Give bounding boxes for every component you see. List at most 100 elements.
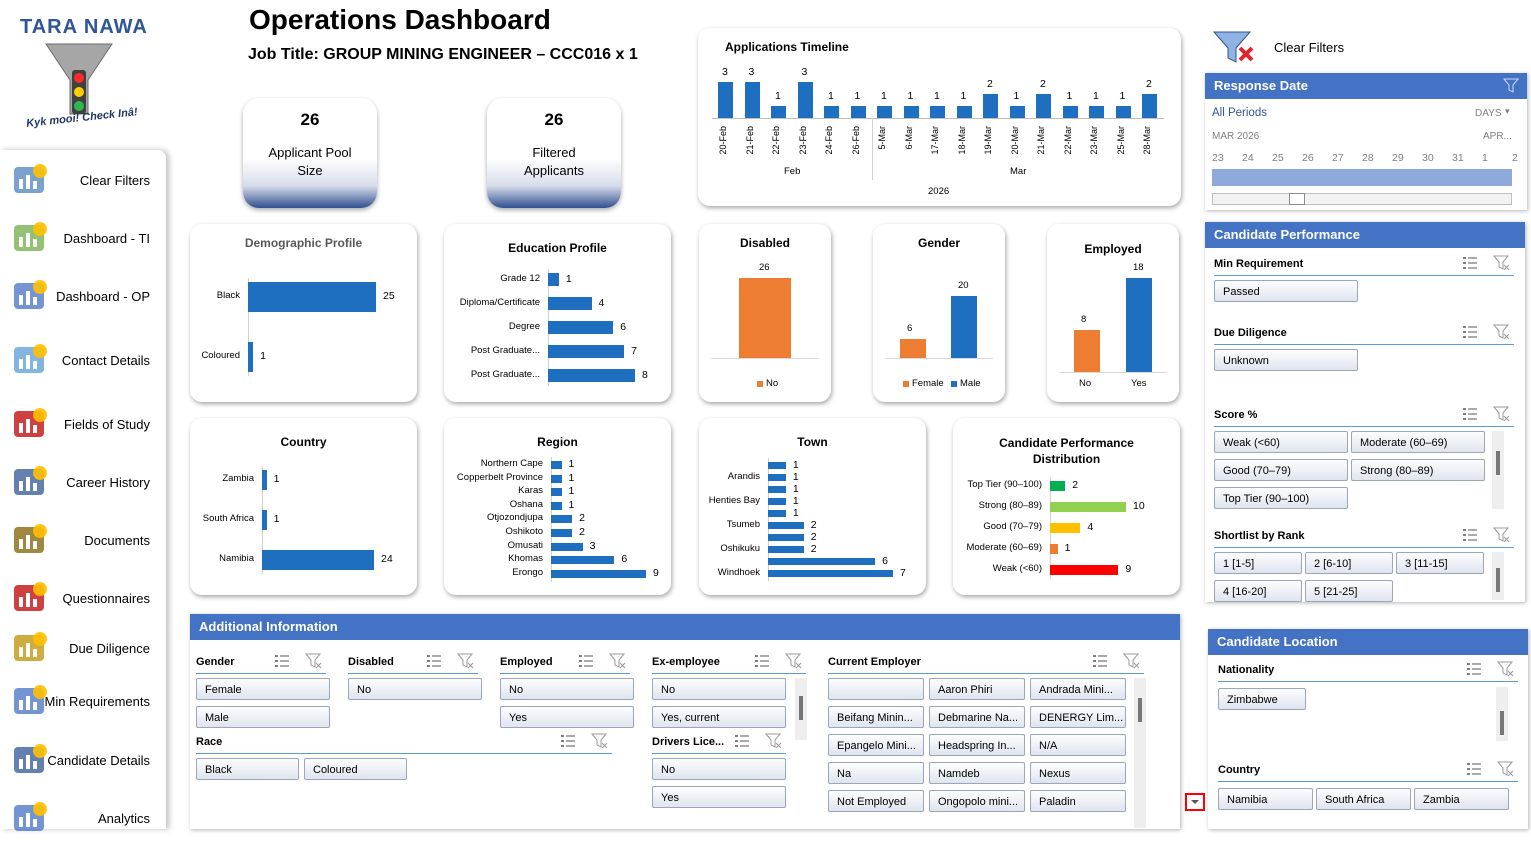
sidebar-item-documents[interactable]: Documents [0,515,166,565]
time-level-dropdown[interactable]: DAYS [1475,108,1502,119]
multi-select-icon[interactable] [426,653,442,669]
slicer-option[interactable]: Beifang Minin... [828,706,924,728]
sidebar-item-analytics[interactable]: Analytics [0,793,166,843]
sidebar-item-dashboard-op[interactable]: Dashboard - OP [0,271,166,321]
chart-title: Disabled [739,236,790,250]
scrollbar-thumb[interactable] [1500,711,1504,735]
scrollbar-thumb[interactable] [1496,451,1500,475]
clear-filter-icon[interactable] [456,653,474,669]
sidebar-item-due-diligence[interactable]: Due Diligence [0,623,166,673]
clear-filter-icon[interactable] [1502,78,1520,94]
slicer-option[interactable]: Headspring In... [929,734,1025,756]
multi-select-icon[interactable] [274,653,290,669]
timeline-band[interactable] [1212,169,1512,186]
slicer-option[interactable]: Weak (<60) [1214,431,1348,453]
slicer-option[interactable]: Andrada Mini... [1030,678,1126,700]
clear-filters-button[interactable]: Clear Filters [1210,26,1360,66]
slicer-option[interactable]: Na [828,762,924,784]
slicer-option[interactable]: Yes, current [652,706,786,728]
slicer-option[interactable]: Namibia [1218,788,1313,810]
slicer-option[interactable]: Paladin [1030,790,1126,812]
multi-select-icon[interactable] [1466,661,1482,677]
slicer-option[interactable]: Strong (80–89) [1351,459,1485,481]
sidebar-item-min-requirements[interactable]: Min Requirements [0,676,166,726]
clear-filter-icon[interactable] [1496,661,1514,677]
response-date-timeline[interactable]: Response Date All Periods DAYS ▾ MAR 2026 AP… [1205,73,1527,210]
slicer-option[interactable]: Top Tier (90–100) [1214,487,1348,509]
clear-filter-icon[interactable] [1496,761,1514,777]
slicer-option[interactable]: Aaron Phiri [929,678,1025,700]
scrollbar-thumb[interactable] [1496,568,1500,592]
slicer-option[interactable]: Male [196,706,330,728]
multi-select-icon[interactable] [1462,406,1478,422]
multi-select-icon[interactable] [1462,324,1478,340]
slicer-option[interactable] [828,678,924,700]
slicer-option[interactable]: Nexus [1030,762,1126,784]
scrollbar[interactable] [1492,431,1504,509]
slicer-option[interactable]: No [652,678,786,700]
scrollbar[interactable] [1492,552,1504,600]
slicer-option[interactable]: Coloured [304,758,407,780]
slicer-option[interactable]: Passed [1214,280,1358,302]
clear-filter-icon[interactable] [304,653,322,669]
scrollbar[interactable] [1134,678,1146,828]
timeline-scroll-thumb[interactable] [1289,193,1305,205]
scrollbar-thumb[interactable] [799,696,803,720]
slicer-option[interactable]: 4 [16-20] [1214,580,1302,602]
slicer-option[interactable]: No [500,678,634,700]
timeline-scrollbar[interactable] [1212,193,1512,205]
slicer-option[interactable]: Zimbabwe [1218,688,1306,710]
sidebar-item-contact-details[interactable]: Contact Details [0,335,166,385]
slicer-option[interactable]: Moderate (60–69) [1351,431,1485,453]
multi-select-icon[interactable] [560,733,576,749]
slicer-option[interactable]: Namdeb [929,762,1025,784]
slicer-option[interactable]: Yes [652,786,786,808]
slicer-option[interactable]: N/A [1030,734,1126,756]
multi-select-icon[interactable] [1462,255,1478,271]
slicer-option[interactable]: Black [196,758,299,780]
clear-filter-icon[interactable] [608,653,626,669]
slicer-option[interactable]: South Africa [1316,788,1411,810]
slicer-option[interactable]: Ongopolo mini... [929,790,1025,812]
slicer-option[interactable]: 5 [21-25] [1305,580,1393,602]
slicer-option[interactable]: No [348,678,482,700]
slicer-option[interactable]: Zambia [1414,788,1509,810]
slicer-option[interactable]: DENERGY Lim... [1030,706,1126,728]
clear-filter-icon[interactable] [1122,653,1140,669]
slicer-option[interactable]: 3 [11-15] [1396,552,1484,574]
slicer-option[interactable]: Female [196,678,330,700]
slicer-option[interactable]: Not Employed [828,790,924,812]
dropdown-arrow-button[interactable] [1185,793,1205,811]
scrollbar-thumb[interactable] [1138,698,1142,722]
slicer-option[interactable]: Epangelo Mini... [828,734,924,756]
slicer-option[interactable]: Debmarine Na... [929,706,1025,728]
sidebar-item-dashboard-ti[interactable]: Dashboard - TI [0,213,166,263]
clear-filter-icon[interactable] [1492,324,1510,340]
multi-select-icon[interactable] [578,653,594,669]
scrollbar[interactable] [795,678,807,740]
multi-select-icon[interactable] [1462,527,1478,543]
clear-filter-icon[interactable] [1492,527,1510,543]
scrollbar[interactable] [1496,687,1508,741]
period-label[interactable]: All Periods [1212,107,1267,119]
slicer-option[interactable]: 2 [6-10] [1305,552,1393,574]
sidebar-item-candidate-details[interactable]: Candidate Details [0,735,166,785]
sidebar-item-clear-filters[interactable]: Clear Filters [0,155,166,205]
clear-filter-icon[interactable] [1492,255,1510,271]
sidebar-item-career-history[interactable]: Career History [0,457,166,507]
slicer-option[interactable]: 1 [1-5] [1214,552,1302,574]
slicer-option[interactable]: Good (70–79) [1214,459,1348,481]
slicer-option[interactable]: Unknown [1214,349,1358,371]
slicer-option[interactable]: Yes [500,706,634,728]
sidebar-item-questionnaires[interactable]: Questionnaires [0,573,166,623]
clear-filter-icon[interactable] [590,733,608,749]
multi-select-icon[interactable] [754,653,770,669]
multi-select-icon[interactable] [734,733,750,749]
clear-filter-icon[interactable] [1492,406,1510,422]
multi-select-icon[interactable] [1466,761,1482,777]
multi-select-icon[interactable] [1092,653,1108,669]
slicer-option[interactable]: No [652,758,786,780]
clear-filter-icon[interactable] [784,653,802,669]
sidebar-item-fields-of-study[interactable]: Fields of Study [0,399,166,449]
clear-filter-icon[interactable] [764,733,782,749]
